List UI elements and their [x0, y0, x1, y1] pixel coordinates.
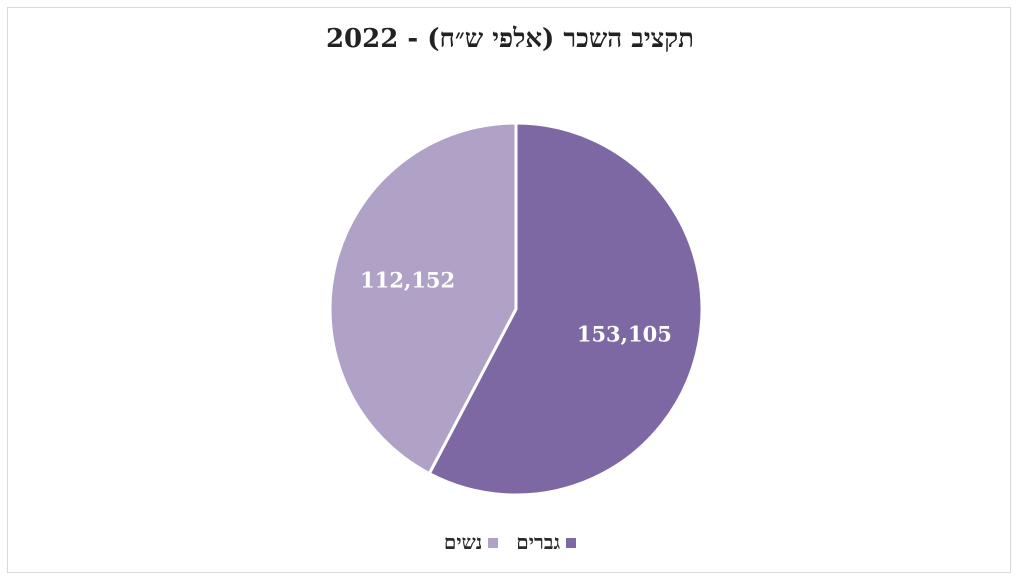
legend-item-women: נשים: [443, 530, 499, 555]
legend-label-men: גברים: [516, 530, 561, 554]
legend-swatch-men: [566, 537, 577, 548]
pie-slice-men: [427, 121, 704, 497]
data-label-men: 153,105: [577, 321, 672, 346]
data-label-women: 112,152: [360, 268, 455, 293]
chart-title: תקציב השכר (אלפי ש״ח) - 2022: [325, 24, 695, 54]
legend-label-women: נשים: [443, 530, 483, 554]
legend: גברים נשים: [0, 530, 1020, 555]
pie-slice-women: [328, 121, 518, 476]
legend-swatch-women: [488, 537, 499, 548]
legend-item-men: גברים: [516, 530, 577, 555]
